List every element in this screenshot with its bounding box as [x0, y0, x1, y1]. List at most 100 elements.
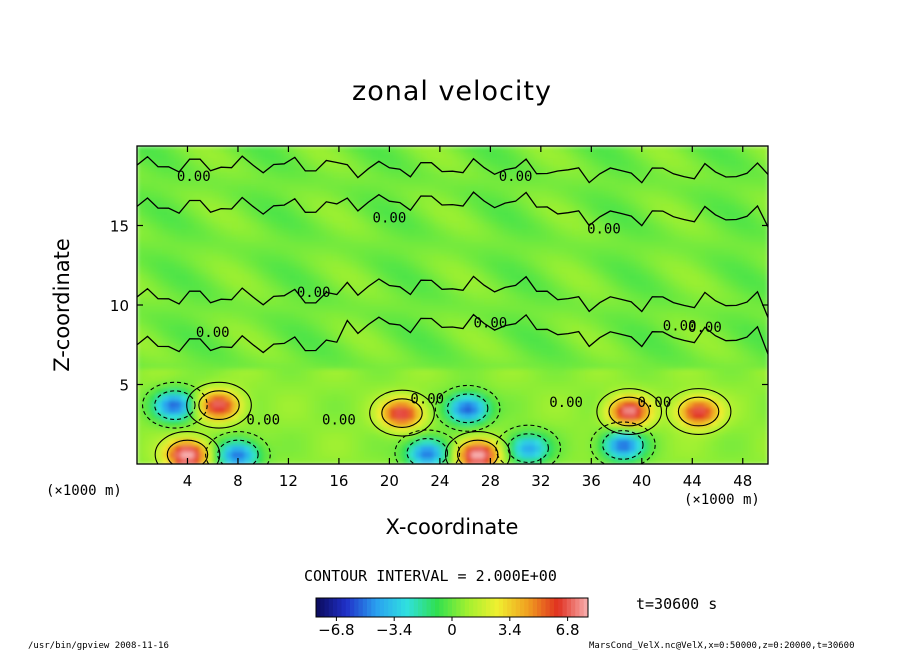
heatmap-cell: [294, 374, 302, 382]
heatmap-cell: [622, 444, 630, 452]
heatmap-cell: [597, 190, 605, 198]
heatmap-cell: [629, 209, 637, 217]
heatmap-cell: [648, 146, 656, 153]
heatmap-cell: [395, 203, 403, 211]
heatmap-cell: [181, 374, 189, 382]
heatmap-cell: [263, 374, 271, 382]
heatmap-cell: [402, 451, 409, 459]
heatmap-cell: [313, 311, 321, 319]
heatmap-cell: [168, 451, 176, 459]
heatmap-cell: [256, 330, 264, 338]
heatmap-cell: [679, 394, 687, 401]
heatmap-cell: [212, 266, 220, 274]
heatmap-cell: [452, 241, 460, 249]
heatmap-cell: [427, 260, 435, 268]
heatmap-cell: [603, 196, 611, 204]
heatmap-cell: [730, 349, 738, 357]
heatmap-cell: [181, 343, 189, 351]
heatmap-cell: [275, 457, 283, 464]
heatmap-cell: [660, 451, 668, 459]
heatmap-cell: [326, 381, 334, 389]
heatmap-cell: [572, 330, 580, 338]
heatmap-cell: [603, 324, 611, 332]
heatmap-cell: [395, 215, 403, 223]
heatmap-cell: [603, 362, 611, 370]
heatmap-cell: [654, 184, 662, 192]
heatmap-cell: [660, 330, 668, 338]
heatmap-cell: [351, 368, 359, 376]
heatmap-cell: [723, 349, 731, 357]
heatmap-cell: [711, 260, 719, 268]
heatmap-cell: [749, 444, 756, 452]
heatmap-cell: [231, 254, 239, 262]
heatmap-cell: [572, 273, 580, 281]
heatmap-cell: [301, 158, 308, 166]
heatmap-cell: [685, 298, 693, 306]
heatmap-cell: [723, 311, 731, 319]
heatmap-cell: [420, 228, 428, 236]
heatmap-cell: [452, 311, 460, 319]
heatmap-cell: [723, 368, 731, 376]
heatmap-cell: [143, 444, 151, 452]
heatmap-cell: [509, 215, 517, 223]
heatmap-cell: [364, 298, 372, 306]
heatmap-cell: [484, 349, 491, 357]
heatmap-cell: [654, 298, 662, 306]
heatmap-cell: [162, 222, 170, 230]
heatmap-cell: [572, 279, 580, 287]
heatmap-cell: [585, 317, 592, 325]
heatmap-cell: [736, 374, 744, 382]
heatmap-cell: [547, 324, 555, 332]
heatmap-cell: [723, 381, 731, 389]
heatmap-cell: [269, 444, 277, 452]
heatmap-cell: [465, 343, 473, 351]
heatmap-cell: [414, 222, 422, 230]
heatmap-cell: [168, 368, 176, 376]
heatmap-cell: [383, 349, 390, 357]
heatmap-cell: [736, 305, 744, 312]
heatmap-cell: [376, 285, 384, 293]
heatmap-cell: [231, 222, 239, 230]
heatmap-cell: [326, 406, 334, 414]
heatmap-cell: [730, 368, 738, 376]
heatmap-cell: [660, 177, 668, 185]
heatmap-cell: [313, 228, 321, 236]
heatmap-cell: [711, 374, 719, 382]
heatmap-cell: [402, 444, 409, 452]
heatmap-cell: [490, 158, 498, 166]
heatmap-cell: [319, 444, 327, 452]
heatmap-cell: [364, 222, 372, 230]
heatmap-cell: [446, 184, 454, 192]
heatmap-cell: [149, 374, 157, 382]
heatmap-cell: [616, 362, 624, 370]
heatmap-cell: [566, 165, 573, 173]
heatmap-cell: [427, 444, 435, 452]
heatmap-cell: [370, 394, 378, 401]
heatmap-cell: [471, 406, 479, 414]
heatmap-cell: [376, 177, 384, 185]
heatmap-cell: [256, 196, 264, 204]
heatmap-cell: [685, 241, 693, 249]
heatmap-cell: [231, 451, 239, 459]
heatmap-cell: [319, 305, 327, 312]
heatmap-cell: [219, 165, 226, 173]
heatmap-cell: [263, 400, 271, 408]
heatmap-cell: [515, 171, 523, 179]
heatmap-cell: [389, 457, 397, 464]
heatmap-cell: [723, 362, 731, 370]
heatmap-cell: [408, 349, 416, 357]
heatmap-cell: [490, 330, 498, 338]
heatmap-cell: [635, 266, 643, 274]
heatmap-cell: [654, 177, 662, 185]
heatmap-cell: [345, 222, 353, 230]
heatmap-cell: [635, 209, 643, 217]
heatmap-cell: [685, 146, 693, 153]
heatmap-cell: [736, 241, 744, 249]
heatmap-cell: [420, 381, 428, 389]
heatmap-cell: [237, 273, 245, 281]
heatmap-cell: [616, 235, 624, 242]
heatmap-cell: [250, 298, 258, 306]
heatmap-cell: [692, 406, 700, 414]
heatmap-cell: [742, 425, 750, 433]
heatmap-cell: [553, 362, 561, 370]
